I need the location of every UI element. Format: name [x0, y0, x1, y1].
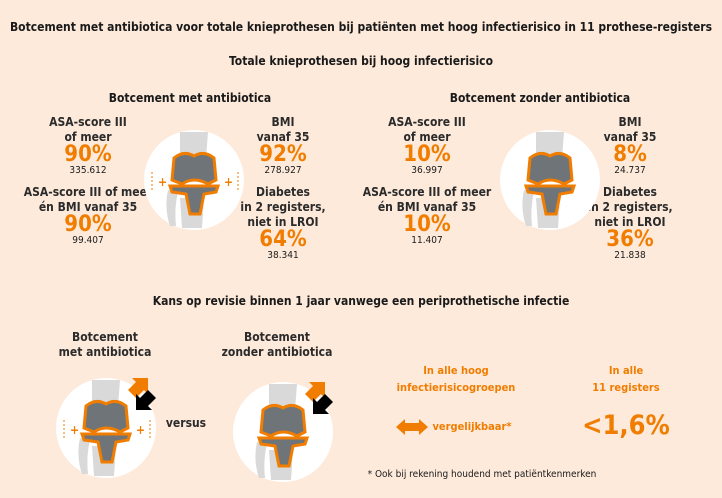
label: BMI	[618, 115, 642, 129]
percentage: 92%	[259, 142, 307, 167]
count: 21.838	[614, 250, 646, 261]
count: 24.737	[614, 165, 646, 176]
label: ASA-score III of meer	[23, 185, 153, 199]
percentage: 90%	[64, 142, 112, 167]
label: vanaf 35	[256, 130, 310, 144]
without-bmi-stat: BMI vanaf 35 8% 24.737	[604, 115, 657, 177]
percentage: 10%	[403, 212, 451, 237]
label: in 2 registers,	[587, 200, 673, 214]
label: 11 registers	[592, 381, 660, 394]
footnote: * Ook bij rekening houdend met patiëntke…	[367, 469, 597, 480]
label: zonder antibiotica	[221, 345, 333, 359]
label: ASA-score III	[49, 115, 127, 129]
count: 11.407	[411, 235, 443, 246]
revision-heading: Kans op revisie binnen 1 jaar vanwege ee…	[152, 294, 570, 308]
label: Botcement	[244, 330, 310, 344]
knee-implant-antibiotic-revision-icon: + +	[50, 376, 162, 484]
subtitle: Totale knieprothesen bij hoog infectieri…	[229, 54, 493, 68]
label: én BMI vanaf 35	[377, 200, 477, 214]
svg-text:+: +	[70, 423, 79, 437]
svg-text:+: +	[158, 175, 167, 189]
label: Diabetes	[256, 185, 310, 199]
label: niet in LROI	[247, 215, 319, 229]
with-bmi-stat: BMI vanaf 35 92% 278.927	[257, 115, 310, 177]
label: met antibiotica	[58, 345, 152, 359]
label: vanaf 35	[603, 130, 657, 144]
label: Diabetes	[603, 185, 657, 199]
percentage: 64%	[259, 227, 307, 252]
knee-implant-antibiotic-icon: + +	[138, 128, 250, 236]
with-asa-stat: ASA-score III of meer 90% 335.612	[49, 115, 127, 177]
label: én BMI vanaf 35	[38, 200, 138, 214]
count: 36.997	[411, 165, 443, 176]
percentage: 10%	[403, 142, 451, 167]
count: 38.341	[267, 250, 299, 261]
main-title: Botcement met antibiotica voor totale kn…	[9, 20, 713, 34]
with-diabetes-stat: Diabetes in 2 registers, niet in LROI 64…	[240, 185, 325, 262]
knee-implant-revision-icon	[227, 380, 339, 488]
with-heading: Botcement met antibiotica	[108, 91, 272, 105]
knee-implant-icon	[494, 128, 606, 236]
without-asa-stat: ASA-score III of meer 10% 36.997	[388, 115, 466, 177]
count: 99.407	[72, 235, 104, 246]
label: in 2 registers,	[240, 200, 326, 214]
percentage: 36%	[606, 227, 654, 252]
percentage: 8%	[613, 142, 647, 167]
double-arrow-icon	[396, 419, 428, 435]
groups-label: In alle hoog infectierisicogroepen	[397, 362, 516, 396]
without-diabetes-stat: Diabetes in 2 registers, niet in LROI 36…	[587, 185, 672, 262]
count: 278.927	[264, 165, 302, 176]
revision-without-label: Botcement zonder antibiotica	[222, 330, 333, 360]
label: Botcement	[72, 330, 138, 344]
label: of meer	[403, 130, 451, 144]
label: infectierisicogroepen	[396, 381, 516, 394]
label: In alle hoog	[423, 364, 489, 377]
without-heading: Botcement zonder antibiotica	[449, 91, 631, 105]
label: of meer	[64, 130, 112, 144]
revision-value: <1,6%	[582, 410, 670, 441]
svg-text:+: +	[136, 423, 145, 437]
count: 335.612	[69, 165, 107, 176]
comparable-label: vergelijkbaar*	[432, 420, 512, 433]
svg-text:+: +	[224, 175, 233, 189]
with-asa-bmi-stat: ASA-score III of meer én BMI vanaf 35 90…	[24, 185, 153, 247]
without-asa-bmi-stat: ASA-score III of meer én BMI vanaf 35 10…	[363, 185, 492, 247]
label: BMI	[271, 115, 295, 129]
label: ASA-score III	[388, 115, 466, 129]
label: In alle	[608, 364, 644, 377]
label: ASA-score III of meer	[362, 185, 492, 199]
versus-label: versus	[165, 416, 207, 430]
registers-label: In alle 11 registers	[592, 362, 659, 396]
revision-with-label: Botcement met antibiotica	[59, 330, 152, 360]
label: niet in LROI	[594, 215, 666, 229]
percentage: 90%	[64, 212, 112, 237]
